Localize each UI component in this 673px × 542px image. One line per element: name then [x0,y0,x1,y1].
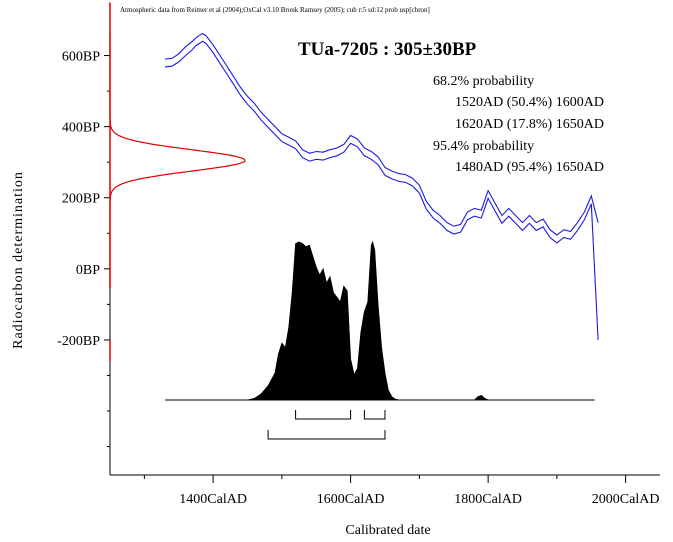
annotation-68-range-1: 1520AD (50.4%) 1600AD [455,95,604,110]
x-axis-label: Calibrated date [345,523,430,538]
calibration-curve-lower [164,40,599,340]
y-tick-label: -200BP [57,334,100,349]
x-tick-label: 2000CalAD [592,492,660,507]
annotation-95-heading: 95.4% probability [433,139,534,154]
axis-ticks: 600BP 400BP 200BP 0BP -200BP 1400CalAD 1600Cal… [57,50,659,507]
y-tick-label: 600BP [62,50,100,65]
x-tick-label: 1400CalAD [179,492,247,507]
calibration-curve-upper [164,32,599,236]
x-tick-label: 1600CalAD [317,492,385,507]
annotation-95-range-1: 1480AD (95.4%) 1650AD [455,160,604,175]
calibration-curve [164,32,599,340]
probability-range-brackets [267,410,386,440]
y-tick-label: 200BP [62,192,100,207]
sample-title: TUa-7205 : 305±30BP [298,39,477,60]
range-68-bracket [295,410,352,420]
y-tick-label: 400BP [62,121,100,136]
y-axis-label: Radiocarbon determination [11,171,26,349]
posterior-distribution [165,240,595,401]
axes [109,20,660,476]
header-note: Atmospheric data from Reimer et al (2004… [120,6,430,14]
annotation-68-range-2: 1620AD (17.8%) 1650AD [455,117,604,132]
radiocarbon-measurement-curve [109,2,246,362]
posterior-fill [247,240,489,401]
range-68-bracket [363,410,386,420]
annotation-68-heading: 68.2% probability [433,74,534,89]
x-tick-label: 1800CalAD [454,492,522,507]
range-95-bracket [267,430,386,440]
y-tick-label: 0BP [76,263,100,278]
